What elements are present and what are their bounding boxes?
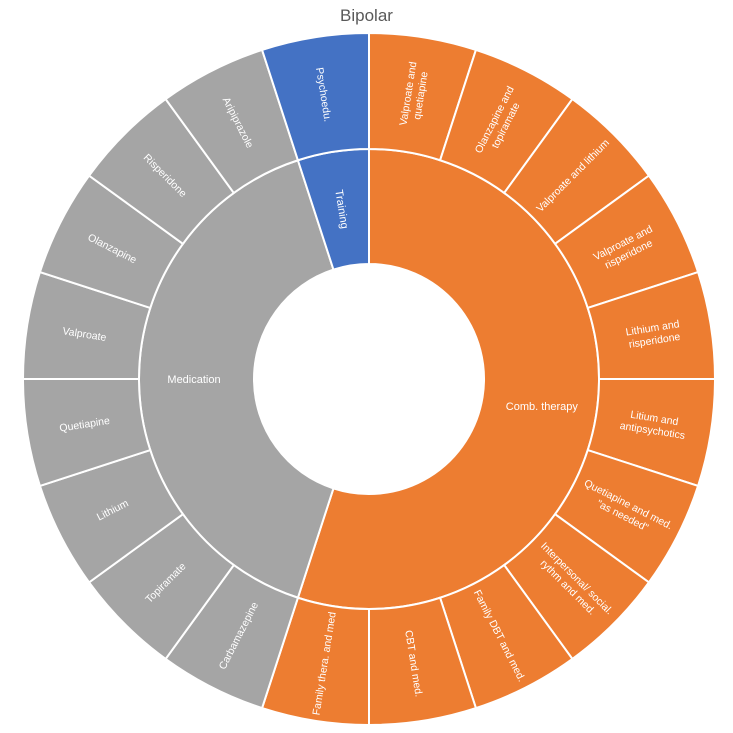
inner-label-comb-therapy: Comb. therapy — [506, 401, 579, 413]
outer-label-litium-and-antipsychotics: Litium andantipsychotics — [619, 407, 688, 442]
chart-title: Bipolar — [340, 6, 393, 25]
outer-segment-psychoedu — [260, 31, 370, 162]
inner-label-medication: Medication — [167, 374, 220, 386]
